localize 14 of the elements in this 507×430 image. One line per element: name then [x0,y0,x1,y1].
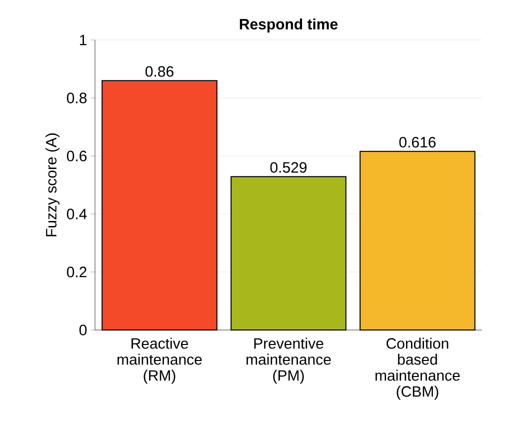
y-tick-label: 0 [79,324,87,336]
data-label: 0.86 [145,66,174,77]
x-tick-label: Reactive maintenance (RM) [118,338,202,384]
chart-title: Respond time [240,18,338,32]
y-tick-label: 1 [80,34,86,46]
x-tick-label: Condition based maintenance (CBM) [376,338,460,400]
y-tick-label: 0.2 [66,266,86,278]
data-label: 0.616 [399,136,436,148]
data-label: 0.529 [270,162,307,173]
y-axis-title: Fuzzy score (A) [46,133,60,236]
x-tick-label: Preventive maintenance (PM) [246,338,331,384]
y-tick-label: 0.6 [66,150,87,162]
y-tick-label: 0.8 [66,92,87,104]
y-tick-label: 0.4 [66,208,87,220]
